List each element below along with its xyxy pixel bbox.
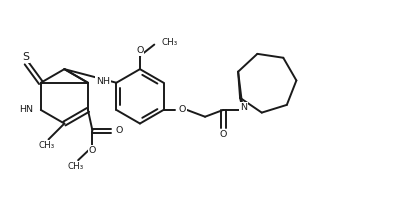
Text: S: S [23,52,30,62]
Text: N: N [240,103,247,112]
Text: O: O [89,146,96,155]
Text: O: O [220,130,227,139]
Text: O: O [179,105,186,114]
Text: CH₃: CH₃ [68,162,84,171]
Text: CH₃: CH₃ [162,38,178,47]
Text: CH₃: CH₃ [38,141,54,150]
Text: N: N [240,103,247,112]
Text: O: O [136,47,144,55]
Text: HN: HN [19,105,33,114]
Text: NH: NH [96,77,110,86]
Text: O: O [116,126,123,135]
